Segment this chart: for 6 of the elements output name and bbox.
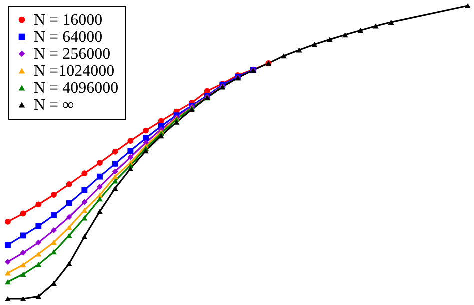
legend-label: N = 256000 xyxy=(34,46,111,63)
legend-label: N = 4096000 xyxy=(34,80,119,97)
legend-label: N = 16000 xyxy=(34,12,103,29)
legend-label: N =1024000 xyxy=(34,63,115,80)
legend-label: N = 64000 xyxy=(34,29,103,46)
legend-label: N = ∞ xyxy=(34,97,74,114)
